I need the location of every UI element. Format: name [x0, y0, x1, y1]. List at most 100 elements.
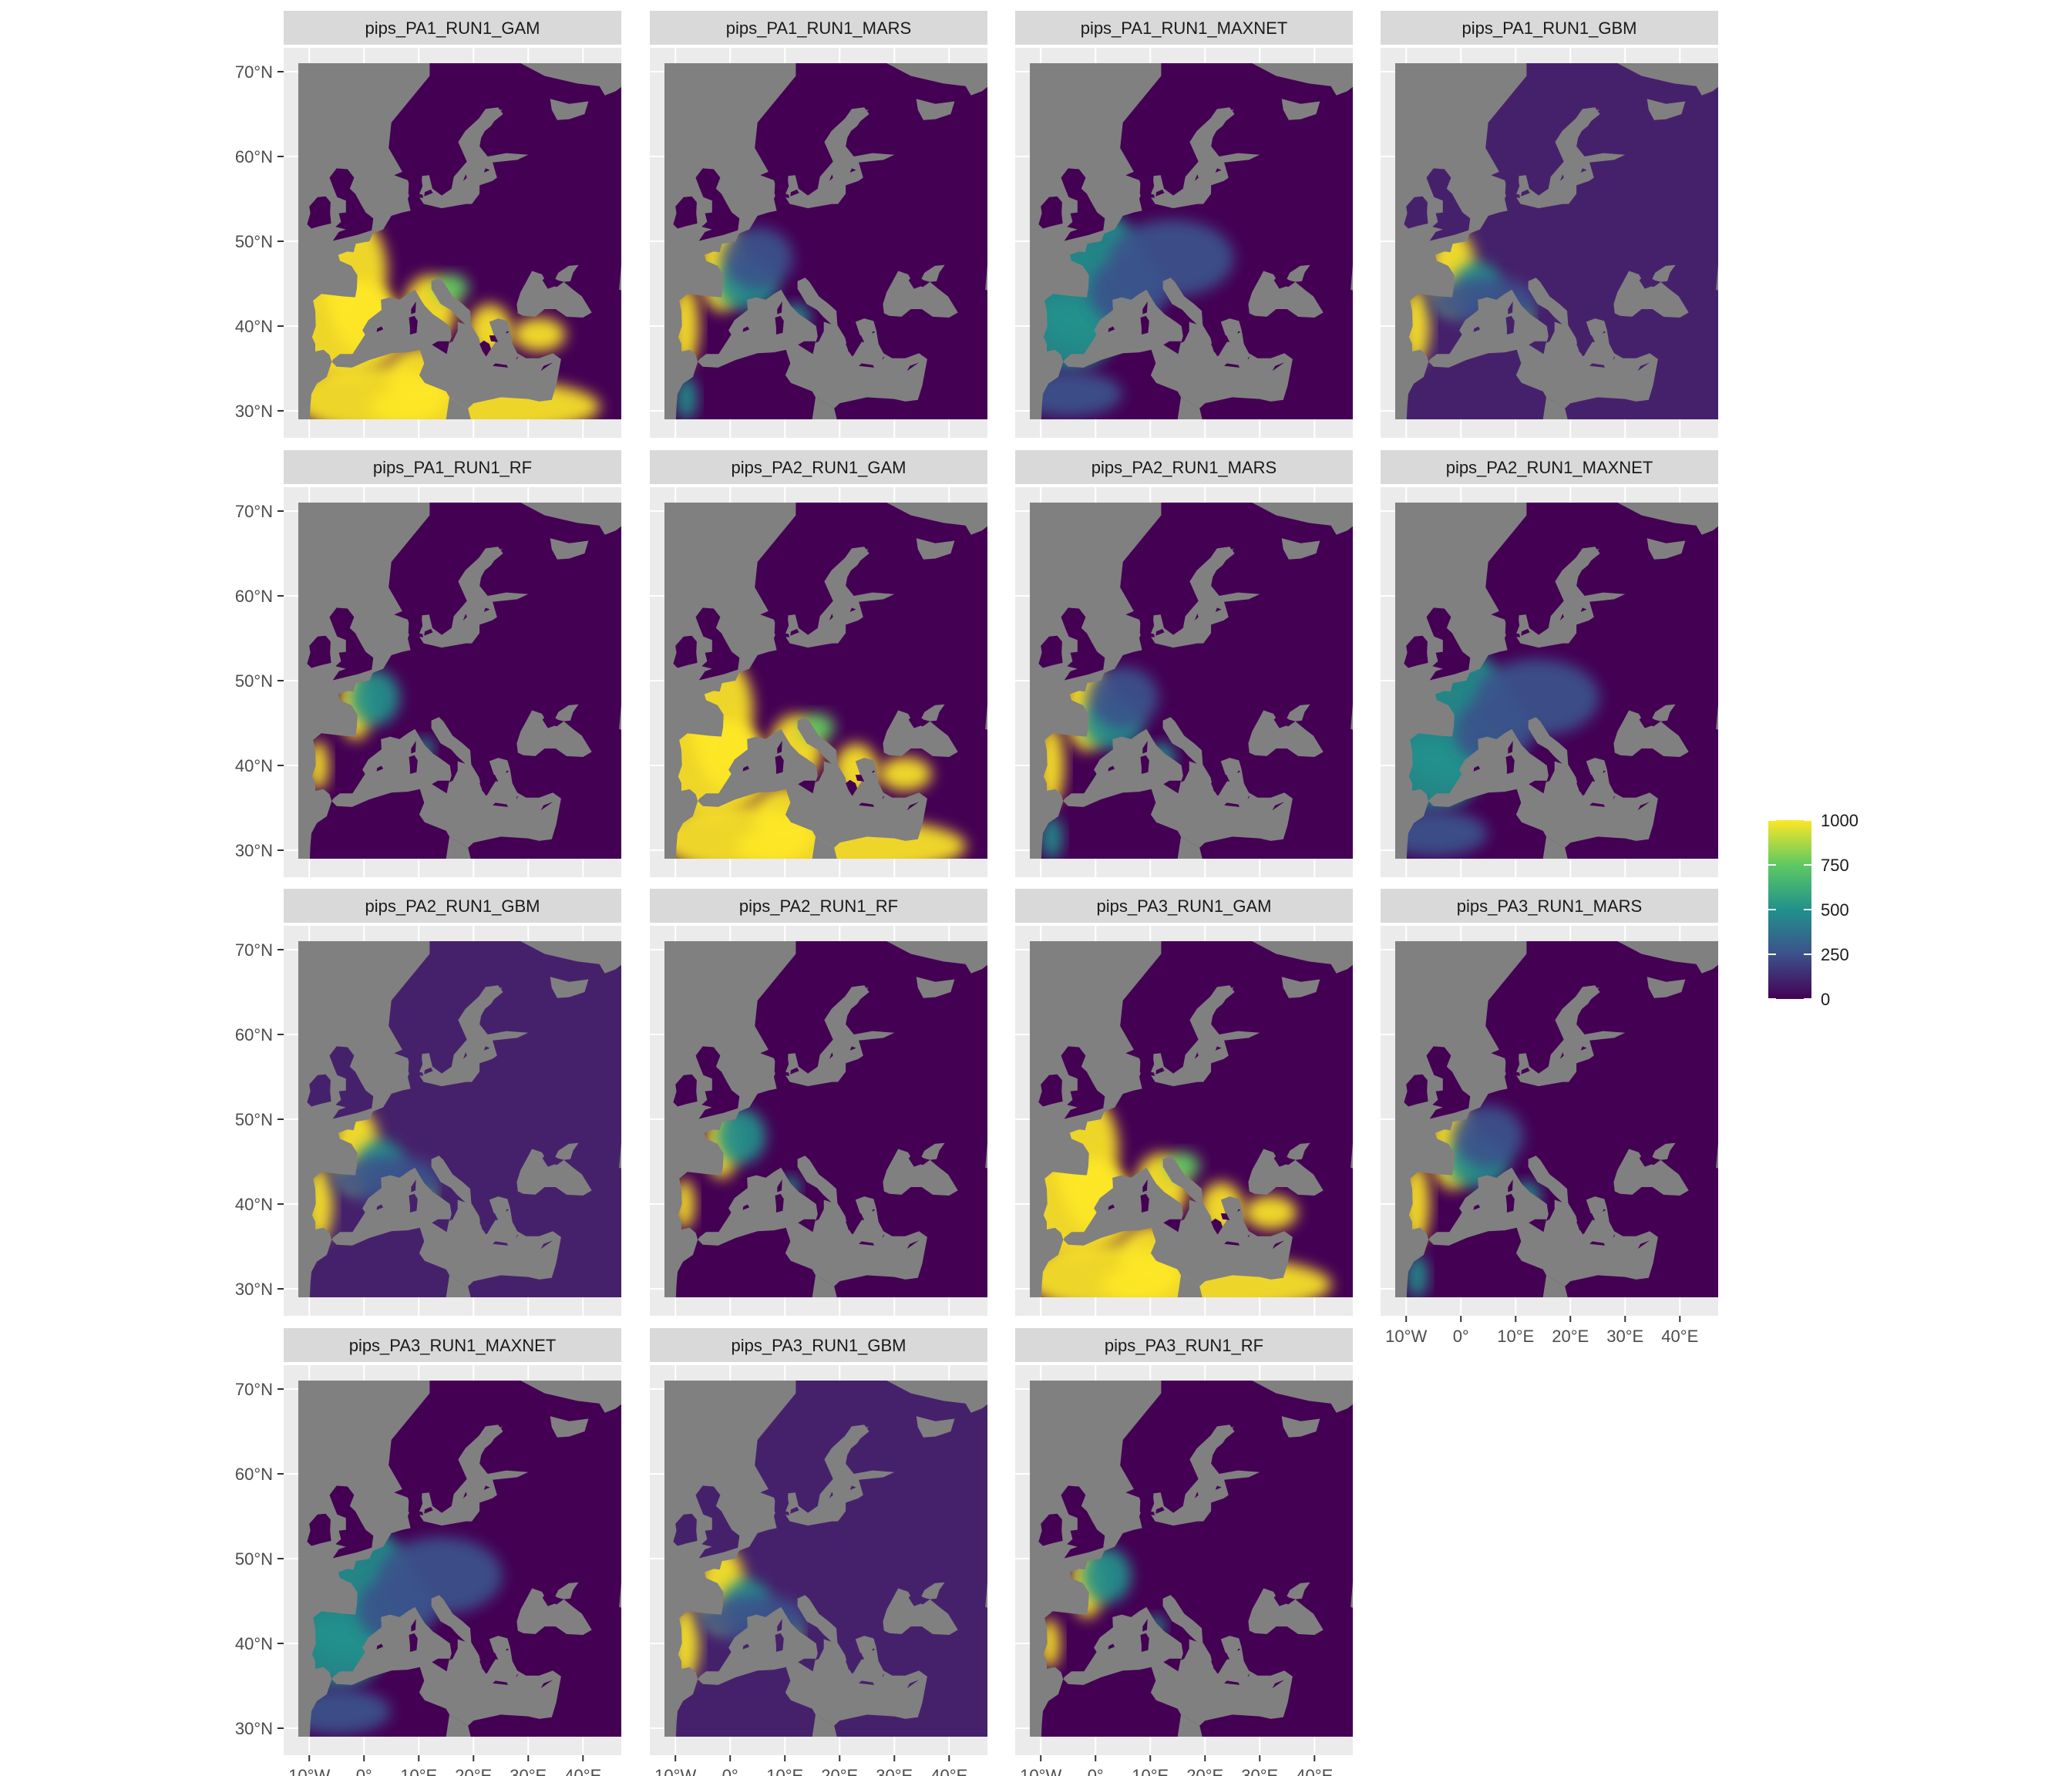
- crimea: [542, 1591, 564, 1606]
- caspian-sea: [1716, 703, 1718, 730]
- x-tick-label: 30°E: [876, 1766, 913, 1776]
- gulf-of-bothnia: [1555, 547, 1600, 586]
- arctic-coast-sea: [479, 941, 621, 974]
- y-tick-label: 40°N: [235, 317, 273, 336]
- peloponnese: [1576, 340, 1588, 357]
- map-panel: pips_PA3_RUN1_GBM 10°W 0° 10°E 20°E 30°E 40°E: [650, 1328, 987, 1776]
- facet-title: pips_PA1_RUN1_GBM: [1462, 18, 1636, 38]
- suitability-patch: [722, 227, 793, 289]
- ireland: [307, 1074, 331, 1107]
- gotland: [1559, 1052, 1564, 1059]
- funen: [1149, 633, 1155, 637]
- crete: [493, 363, 508, 368]
- arctic-coast-sea: [1210, 503, 1353, 535]
- white-sea: [916, 538, 955, 560]
- crete: [859, 1241, 874, 1246]
- funen: [1514, 633, 1520, 637]
- gulf-of-bothnia: [458, 547, 503, 586]
- caspian-sea: [1350, 1142, 1353, 1169]
- saaremaa: [483, 1485, 490, 1490]
- crete: [1224, 1680, 1240, 1685]
- sardinia: [1505, 315, 1515, 335]
- north-baltic-sea: [419, 987, 529, 1087]
- sardinia: [775, 1633, 784, 1652]
- white-sea: [550, 538, 589, 560]
- cyprus: [1272, 1240, 1285, 1250]
- saaremaa: [849, 607, 856, 612]
- zealand: [424, 628, 433, 636]
- black-sea: [883, 1588, 958, 1635]
- arctic-coast-sea: [845, 63, 987, 96]
- y-tick-label: 70°N: [235, 62, 273, 82]
- sea-of-azov: [554, 1142, 579, 1160]
- suitability-raster: [1030, 503, 1353, 859]
- sicily: [1529, 780, 1546, 794]
- suitability-patch: [513, 318, 566, 352]
- zealand: [1155, 189, 1165, 197]
- sicily: [1163, 1219, 1181, 1233]
- saaremaa: [1215, 1046, 1222, 1051]
- y-tick-label: 60°N: [235, 587, 273, 606]
- facet-strip: [1015, 450, 1353, 484]
- euboea: [1220, 335, 1230, 342]
- white-sea: [1281, 1416, 1320, 1438]
- zealand: [1155, 628, 1165, 636]
- white-sea: [1281, 538, 1320, 560]
- sicily: [798, 1658, 816, 1672]
- corsica: [1508, 301, 1513, 314]
- crimea: [1273, 1152, 1296, 1167]
- y-tick-label: 40°N: [235, 756, 273, 775]
- suitability-raster: [1395, 503, 1718, 859]
- zealand: [790, 1067, 799, 1075]
- peloponnese: [479, 779, 491, 796]
- sea-of-azov: [1286, 1582, 1310, 1599]
- sicily: [1163, 1658, 1181, 1672]
- rhodes: [1613, 356, 1616, 360]
- facet-title: pips_PA1_RUN1_MAXNET: [1081, 18, 1288, 38]
- saaremaa: [849, 1046, 856, 1051]
- facet-strip: [1381, 450, 1718, 484]
- sicily: [1163, 780, 1181, 794]
- y-tick-label: 50°N: [235, 1549, 273, 1569]
- suitability-raster: [664, 1381, 987, 1737]
- ireland: [307, 635, 331, 668]
- facet-strip: [650, 1328, 987, 1362]
- x-tick-label: 10°E: [766, 1766, 803, 1776]
- crimea: [542, 274, 564, 289]
- map-panel: pips_PA2_RUN1_MAXNET: [1381, 450, 1718, 877]
- great-britain: [1061, 1485, 1105, 1559]
- gotland: [829, 1052, 833, 1059]
- peloponnese: [479, 1657, 491, 1674]
- peloponnese: [1211, 1218, 1223, 1235]
- atlantic-sea: [1395, 503, 1527, 859]
- north-baltic-sea: [785, 1426, 895, 1526]
- suitability-patch: [1110, 220, 1234, 297]
- atlantic-sea: [1395, 63, 1527, 419]
- suitability-patch: [879, 757, 932, 791]
- sea-of-azov: [1651, 1142, 1676, 1160]
- cyprus: [540, 802, 553, 811]
- gulf-of-sirte: [446, 1714, 471, 1737]
- gotland: [462, 1052, 467, 1059]
- sicily: [798, 1219, 816, 1233]
- ireland: [673, 1513, 698, 1546]
- sardinia: [1505, 755, 1515, 774]
- caspian-sea: [619, 1581, 621, 1608]
- black-sea: [1613, 710, 1689, 757]
- corsica: [777, 741, 782, 754]
- white-sea: [1646, 977, 1686, 998]
- white-sea: [1646, 99, 1686, 120]
- lesbos: [872, 1209, 876, 1212]
- crete: [1224, 1241, 1240, 1246]
- funen: [1149, 193, 1155, 198]
- ireland: [673, 635, 698, 668]
- north-baltic-sea: [419, 548, 529, 648]
- gulf-of-sirte: [812, 1275, 837, 1297]
- cyprus: [906, 1680, 920, 1689]
- ireland: [1404, 635, 1428, 668]
- balearics: [376, 326, 384, 332]
- arctic-coast-sea: [1210, 1381, 1353, 1413]
- gulf-of-sirte: [446, 397, 471, 419]
- gulf-of-bothnia: [824, 1424, 870, 1464]
